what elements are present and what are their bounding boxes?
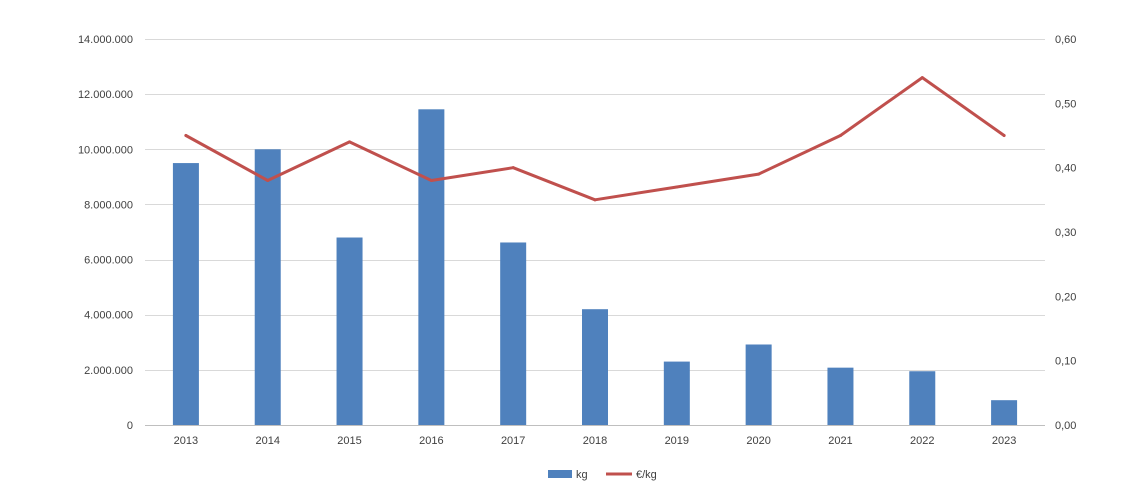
left-axis-tick-label: 12.000.000	[78, 89, 133, 101]
line-point	[838, 134, 842, 137]
line-point	[429, 179, 433, 183]
x-axis-tick-label: 2014	[255, 435, 279, 447]
x-axis-tick-label: 2017	[501, 435, 525, 447]
line-point	[348, 140, 352, 144]
legend-swatch-bar	[548, 470, 572, 478]
right-axis-tick-label: 0,60	[1055, 34, 1076, 46]
bar	[582, 309, 608, 425]
left-axis-tick-label: 8.000.000	[84, 199, 133, 211]
left-axis-tick-label: 4.000.000	[84, 310, 133, 322]
x-axis: 2013 2014 2015 2016 2017 2018 2019 2020 2021 2022…	[174, 435, 1017, 447]
x-axis-tick-label: 2016	[419, 435, 443, 447]
right-y-axis: 0,00 0,10 0,20 0,30 0,40 0,50 0,60	[1055, 34, 1076, 432]
price-line	[184, 76, 1006, 202]
x-axis-tick-label: 2013	[174, 435, 198, 447]
bar	[500, 242, 527, 425]
bar	[991, 400, 1018, 425]
bar	[827, 367, 854, 425]
line-point	[266, 179, 270, 183]
right-axis-tick-label: 0,10	[1055, 356, 1076, 368]
bar	[745, 344, 772, 425]
left-axis-tick-label: 6.000.000	[84, 255, 133, 267]
bar	[336, 237, 363, 425]
bar	[254, 149, 281, 426]
legend-label: €/kg	[636, 469, 657, 481]
x-axis-tick-label: 2018	[583, 435, 607, 447]
line-point	[184, 134, 188, 137]
left-axis-tick-label: 0	[127, 420, 133, 432]
bar	[663, 361, 690, 425]
x-axis-tick-label: 2022	[910, 435, 934, 447]
line-point	[511, 166, 515, 170]
line-point	[675, 185, 679, 189]
left-axis-tick-label: 14.000.000	[78, 34, 133, 46]
bar	[418, 109, 445, 426]
x-axis-tick-label: 2020	[746, 435, 770, 447]
right-axis-tick-label: 0,20	[1055, 291, 1076, 303]
bar	[909, 371, 936, 425]
right-axis-tick-label: 0,00	[1055, 420, 1076, 432]
bar-series-kg	[172, 109, 1018, 426]
bar	[172, 163, 199, 426]
x-axis-tick-label: 2021	[828, 435, 852, 447]
line-point	[1002, 134, 1006, 137]
line-point	[920, 76, 924, 80]
x-axis-tick-label: 2015	[337, 435, 361, 447]
line-point	[593, 198, 597, 202]
left-axis-tick-label: 10.000.000	[78, 144, 133, 156]
x-axis-tick-label: 2023	[992, 435, 1016, 447]
right-axis-tick-label: 0,50	[1055, 98, 1076, 110]
legend: kg €/kg	[548, 469, 657, 481]
line-point	[757, 172, 761, 176]
x-axis-tick-label: 2019	[665, 435, 689, 447]
line-series-price	[184, 76, 1006, 202]
right-axis-tick-label: 0,30	[1055, 227, 1076, 239]
left-axis-tick-label: 2.000.000	[84, 365, 133, 377]
legend-label: kg	[576, 469, 588, 481]
left-y-axis: 0 2.000.000 4.000.000 6.000.000 8.000.000 10.…	[78, 34, 133, 432]
right-axis-tick-label: 0,40	[1055, 163, 1076, 175]
